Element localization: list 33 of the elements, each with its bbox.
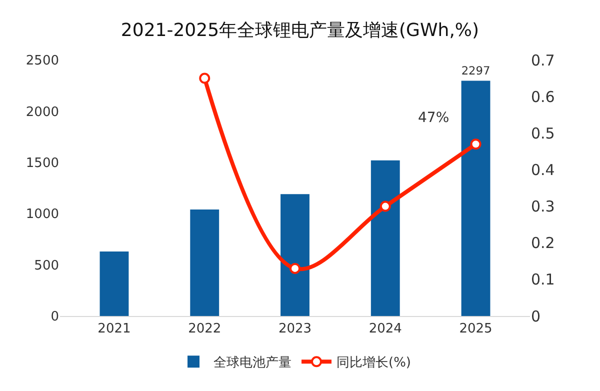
point [290,262,300,274]
y-tick-label: 2500 [26,54,59,69]
bar [461,80,490,316]
point [199,72,210,84]
x-tick-label: 2021 [98,322,131,337]
y2-tick-label: 0 [531,307,541,326]
data-label: 47% [418,110,450,126]
point [470,138,482,150]
y-tick-label: 2000 [26,104,59,120]
legend-label: 全球电池产量 [214,356,292,371]
bar [370,160,400,316]
y2-tick-label: 0.6 [531,88,555,106]
x-tick-label: 2024 [368,322,402,337]
y2-tick-label: 0.4 [531,160,555,179]
bar [190,210,220,316]
point [380,200,391,212]
y2-tick-label: 0.7 [531,51,555,70]
x-tick-label: 2023 [278,322,312,337]
x-tick-label: 2025 [459,322,492,337]
y-tick-label: 1000 [26,207,59,222]
bar [100,251,129,316]
chart-title: 2021-2025年全球锂电产量及增速(GWh,%) [120,20,480,42]
y2-tick-label: 0.1 [531,270,555,289]
y-tick-label: 500 [34,258,59,274]
y2-tick-label: 0.5 [531,124,555,142]
legend-label: 同比增长(%) [336,356,411,371]
y2-tick-label: 0.2 [531,234,555,252]
y2-tick-label: 0.3 [531,198,555,216]
y-tick-label: 1500 [26,156,59,171]
y-tick-label: 0 [50,310,59,325]
x-tick-label: 2022 [188,322,222,337]
data-label: 2297 [461,64,490,78]
bar [280,194,310,316]
